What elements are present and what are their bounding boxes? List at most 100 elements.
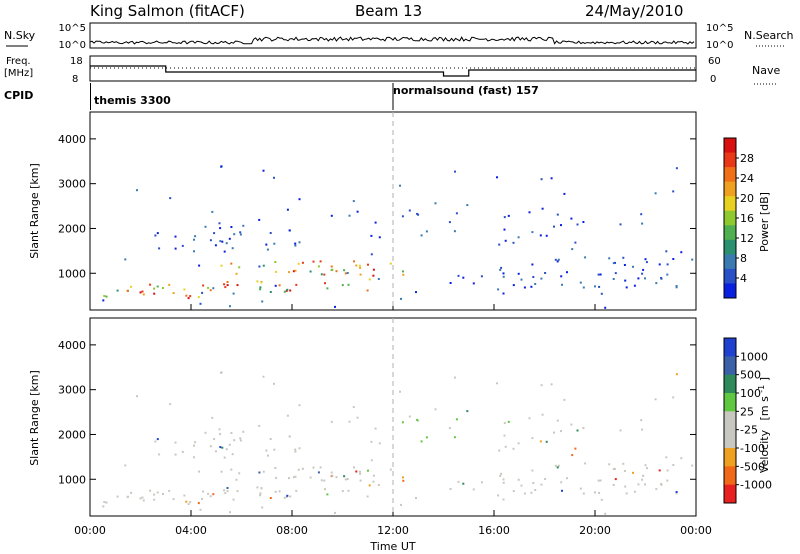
velocity-cell xyxy=(301,467,304,470)
velocity-cell xyxy=(297,468,300,471)
power-cell xyxy=(528,211,531,214)
power-cell xyxy=(582,221,585,223)
power-cell xyxy=(598,285,601,288)
velocity-cell xyxy=(141,496,144,499)
date-title: 24/May/2010 xyxy=(585,2,683,20)
velocity-cell xyxy=(218,428,221,431)
power-cell xyxy=(556,213,559,216)
power-cell xyxy=(356,210,359,213)
power-cell xyxy=(625,286,628,289)
velocity-cell xyxy=(545,440,548,443)
power-cell xyxy=(539,234,542,237)
velocity-cell xyxy=(655,488,658,491)
velocity-cell xyxy=(540,483,543,486)
velocity-cell xyxy=(356,416,359,419)
velocity-cell xyxy=(675,373,678,376)
velocity-cell xyxy=(324,488,326,491)
power-cell xyxy=(294,244,297,247)
power-cell xyxy=(425,230,428,233)
velocity-cell xyxy=(660,483,663,485)
power-cell xyxy=(644,277,646,280)
velocity-cell xyxy=(666,469,669,472)
power-cell xyxy=(214,244,217,247)
velocity-cell xyxy=(544,478,547,480)
power-cell xyxy=(594,285,596,288)
power-cell xyxy=(502,275,505,278)
velocity-cell xyxy=(269,438,272,440)
power-cell xyxy=(358,264,361,267)
velocity-cell xyxy=(530,491,533,494)
power-cell xyxy=(576,223,579,226)
velocity-cell xyxy=(258,471,261,474)
power-cell xyxy=(226,281,229,283)
velocity-cell xyxy=(604,512,607,515)
velocity-cell xyxy=(366,495,369,498)
freq-tick-top: 18 xyxy=(70,56,83,67)
power-cell xyxy=(370,234,373,237)
power-cell xyxy=(348,214,351,217)
power-cell xyxy=(399,184,401,187)
velocity-cell xyxy=(331,474,334,477)
x-tick-label: 04:00 xyxy=(175,524,207,537)
velocity-cell xyxy=(193,456,195,459)
colorbar-tick-label: -500 xyxy=(740,460,765,473)
velocity-cell xyxy=(330,420,333,423)
velocity-cell xyxy=(260,487,263,490)
velocity-cell xyxy=(189,501,192,504)
velocity-colorbar-label-main: Velocity xyxy=(758,429,771,473)
beam-title: Beam 13 xyxy=(355,2,422,20)
power-cell xyxy=(335,270,338,273)
power-scatter xyxy=(102,165,694,309)
power-axes: 1000 2000 3000 4000 xyxy=(58,112,697,310)
power-cell xyxy=(219,227,222,230)
velocity-cell xyxy=(517,442,520,445)
velocity-cell xyxy=(317,471,320,474)
power-cell xyxy=(158,247,161,250)
velocity-cell xyxy=(236,490,239,493)
velocity-cell xyxy=(294,475,297,478)
nsky-strip-frame xyxy=(89,22,697,49)
power-cell xyxy=(654,192,657,195)
power-cell xyxy=(641,272,644,275)
power-cell xyxy=(672,190,675,193)
power-cell xyxy=(554,258,557,261)
power-cell xyxy=(331,268,334,271)
velocity-cell xyxy=(275,476,278,479)
power-cell xyxy=(286,288,289,291)
velocity-cell xyxy=(220,371,223,374)
power-cell xyxy=(142,293,145,296)
velocity-cell xyxy=(326,493,329,496)
cpid-label: CPID xyxy=(4,89,33,102)
power-cell xyxy=(204,225,207,228)
nsky-label: N.Sky xyxy=(4,29,36,42)
colorbar-tick-label: 24 xyxy=(740,172,754,185)
velocity-cell xyxy=(312,466,315,469)
velocity-cell xyxy=(289,495,292,498)
colorbar-tick-label: 100 xyxy=(740,387,761,400)
power-cell xyxy=(330,265,333,268)
power-cell xyxy=(220,264,223,267)
power-cell xyxy=(172,292,175,295)
velocity-cell xyxy=(666,479,669,482)
velocity-cell xyxy=(453,436,456,439)
power-cell xyxy=(512,241,515,244)
velocity-cell xyxy=(269,497,272,499)
power-cell xyxy=(297,262,300,265)
nsky-line xyxy=(89,36,695,45)
velocity-cell xyxy=(103,501,106,503)
power-cell xyxy=(415,291,417,294)
power-cell xyxy=(556,260,559,263)
power-cell xyxy=(545,234,548,237)
velocity-cell xyxy=(553,431,555,434)
velocity-cell xyxy=(658,469,661,472)
velocity-cell xyxy=(563,398,566,401)
velocity-cell xyxy=(645,467,648,470)
colorbar-swatch xyxy=(724,429,736,449)
power-cell xyxy=(260,281,263,284)
power-cell xyxy=(623,264,626,266)
power-cell xyxy=(298,198,301,201)
power-cell xyxy=(612,278,615,280)
power-cell xyxy=(372,274,375,277)
velocity-cell xyxy=(399,390,401,393)
velocity-cell xyxy=(415,497,417,500)
